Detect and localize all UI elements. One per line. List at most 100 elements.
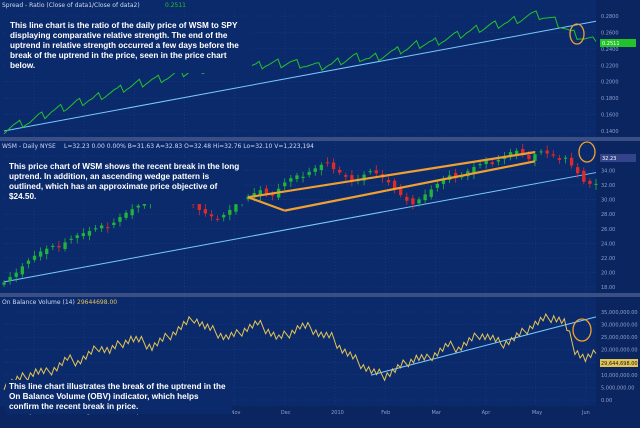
- candle-up: [14, 272, 18, 277]
- candle-down: [490, 162, 494, 165]
- candle-down: [270, 193, 275, 196]
- candle-up: [539, 151, 543, 153]
- ratio-last-value-tag: [600, 39, 636, 47]
- price-axis-label: 0.2000: [601, 80, 619, 86]
- price-axis-label: 26.00: [601, 227, 615, 233]
- price-axis-label: 25,000,000.00: [601, 335, 638, 341]
- price-axis-label: 22.00: [601, 256, 615, 262]
- wedge-left-edge[interactable]: [247, 196, 286, 212]
- candle-down: [374, 170, 378, 174]
- price-header-stats: L=32.23 0.00 0.00% B=31.63 A=32.83 O=32.…: [64, 143, 314, 150]
- ratio-panel-header: Spread - Ratio (Close of data1/Close of …: [2, 2, 140, 9]
- candle-up: [472, 166, 476, 174]
- ratio-uptrend-line[interactable]: [3, 20, 597, 132]
- candle-down: [569, 157, 574, 166]
- price-axis-label: 0.2200: [601, 63, 619, 69]
- price-uptrend-line[interactable]: [3, 172, 597, 283]
- candle-down: [405, 196, 409, 201]
- price-axis-label: 30,000,000.00: [601, 323, 638, 329]
- candle-down: [209, 214, 214, 217]
- candle-down: [106, 227, 110, 229]
- ratio-price-axis: 0.2800 0.2600 0.2400 0.2200 0.2000 0.1800 0.16…: [601, 14, 619, 135]
- candle-down: [350, 175, 354, 182]
- time-axis-label: Dec: [281, 410, 291, 416]
- candle-down: [411, 198, 415, 205]
- time-axis-label: Feb: [381, 410, 390, 416]
- time-axis-label: May: [532, 410, 542, 416]
- price-axis-label: 28.00: [601, 212, 615, 218]
- candle-down: [551, 154, 555, 156]
- price-axis-label: 34.00: [601, 169, 615, 175]
- price-axis-label: 20.00: [601, 270, 615, 276]
- candle-up: [93, 228, 98, 230]
- candle-up: [563, 157, 568, 159]
- obv-line-series: [3, 312, 597, 390]
- price-axis-label: 18.00: [601, 285, 615, 291]
- candle-up: [594, 183, 598, 185]
- candle-up: [51, 245, 55, 248]
- candle-up: [283, 182, 287, 187]
- price-last-value-text: 32.23: [602, 156, 616, 162]
- time-axis-label: Apr: [482, 410, 492, 416]
- ratio-last-value-text: 0.2511: [602, 41, 620, 47]
- candle-up: [228, 209, 232, 215]
- candle-down: [338, 169, 342, 173]
- candle-down: [453, 172, 458, 179]
- candle-up: [87, 231, 92, 236]
- candle-up: [319, 164, 324, 171]
- candle-up: [258, 190, 262, 196]
- candle-up: [429, 189, 433, 197]
- candle-down: [392, 180, 397, 189]
- ratio-line-series: [3, 10, 597, 135]
- panel-divider-2[interactable]: [0, 293, 640, 297]
- candle-down: [215, 218, 220, 220]
- price-axis-label: 0.1400: [601, 129, 619, 135]
- price-axis-label: 20,000,000.00: [601, 348, 638, 354]
- obv-header-value: 29644698.00: [77, 299, 117, 306]
- candle-up: [423, 194, 427, 201]
- candle-down: [399, 188, 403, 196]
- candle-up: [69, 238, 73, 240]
- price-axis-label: 30.00: [601, 198, 615, 204]
- price-panel-header: WSM - Daily NYSE: [2, 143, 56, 150]
- price-axis-label: 24.00: [601, 241, 615, 247]
- candle-down: [264, 188, 269, 194]
- candle-down: [545, 150, 549, 154]
- ratio-break-marker: [569, 23, 585, 45]
- price-axis-label: 0.2800: [601, 14, 619, 20]
- price-axis-label: 0.1800: [601, 96, 619, 102]
- candle-up: [478, 164, 482, 166]
- candle-up: [514, 150, 519, 155]
- candle-down: [521, 149, 525, 155]
- panel-divider-1[interactable]: [0, 137, 640, 141]
- price-axis-label: 0.00: [601, 398, 612, 404]
- wedge-upper-line[interactable]: [247, 151, 536, 199]
- candle-down: [386, 180, 391, 183]
- obv-last-value-tag: [600, 359, 638, 367]
- candle-down: [576, 167, 580, 174]
- candle-up: [362, 174, 366, 181]
- price-axis-label: 32.00: [601, 183, 615, 189]
- candle-up: [38, 251, 43, 257]
- candle-up: [99, 225, 104, 229]
- price-axis-label: 0.2600: [601, 30, 619, 36]
- ratio-annotation: This line chart is the ratio of the dail…: [7, 19, 252, 73]
- candle-up: [313, 168, 317, 172]
- wedge-lower-line[interactable]: [284, 160, 536, 212]
- candle-up: [289, 178, 293, 182]
- candle-up: [508, 152, 513, 158]
- candle-up: [130, 209, 134, 216]
- candle-up: [26, 260, 31, 264]
- candle-down: [527, 154, 531, 160]
- candle-up: [234, 204, 238, 212]
- candle-up: [112, 222, 116, 226]
- candle-up: [441, 178, 446, 184]
- candle-up: [20, 266, 24, 275]
- candle-down: [344, 175, 348, 177]
- candle-up: [75, 235, 79, 238]
- obv-last-value-text: 29,644,698.00: [601, 361, 638, 367]
- time-axis-label: 2010: [331, 410, 344, 416]
- candle-up: [124, 212, 128, 218]
- candle-up: [417, 199, 421, 204]
